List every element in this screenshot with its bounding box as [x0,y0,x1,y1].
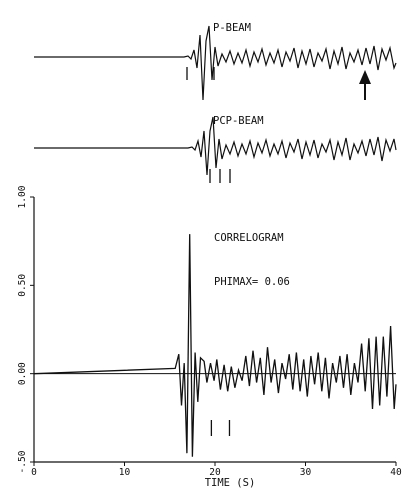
y-tick-label: 0.50 [17,274,28,297]
p-beam-panel: P-BEAM [34,22,397,101]
p-beam-title: P-BEAM [213,22,251,34]
correlogram-picks [210,420,231,436]
correlogram-axes: 0 10 20 30 40 -.50 0.00 0.50 1.00 [17,185,402,478]
y-tick-label: 1.00 [17,185,28,208]
y-tick-label: 0.00 [17,362,28,385]
x-tick-label: 0 [31,467,37,478]
correlogram-trace [33,234,397,457]
x-tick-label: 20 [209,467,221,478]
x-tick-label: 40 [390,467,402,478]
p-beam-trace [34,25,397,101]
correlogram-title: CORRELOGRAM [214,232,284,244]
correlogram-panel: CORRELOGRAM PHIMAX= 0.06 0 10 20 30 40 -.50 0.… [17,185,402,489]
arrow-up-icon [359,70,371,84]
x-tick-label: 30 [300,467,312,478]
phimax-annotation: PHIMAX= 0.06 [214,276,290,288]
pcp-beam-panel: PCP-BEAM [34,115,397,183]
y-tick-label: -.50 [17,450,28,473]
pcp-beam-title: PCP-BEAM [213,115,264,127]
x-axis-label: TIME (S) [205,477,256,489]
pcp-beam-trace [34,116,397,176]
x-tick-label: 10 [119,467,131,478]
